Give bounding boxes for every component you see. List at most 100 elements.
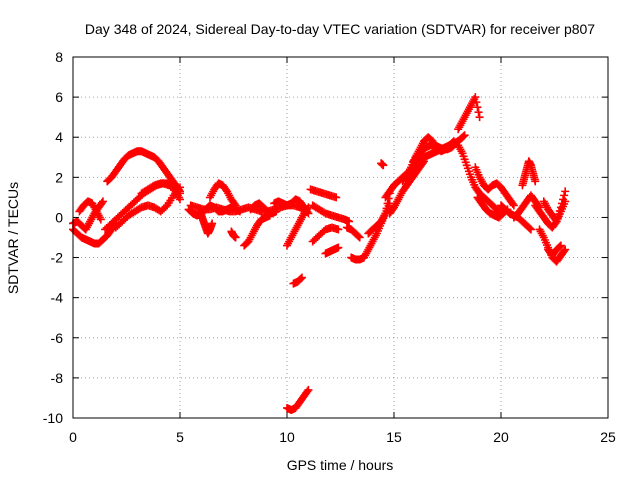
y-tick-label: -10: [43, 410, 63, 426]
grid-lines: [73, 57, 608, 418]
series-arc-s: [283, 385, 313, 414]
series-arc-r: [289, 273, 306, 288]
axis-ticks: 0 5 10 15 20 25 -10 -8 -6 -4 -2 0 2 4 6 8: [43, 49, 616, 445]
y-tick-label: -6: [51, 330, 64, 346]
series-arc-k: [205, 179, 240, 210]
series-arc-h: [167, 175, 184, 196]
data-point: [557, 199, 566, 208]
data-point: [272, 207, 281, 216]
data-point: [383, 199, 392, 208]
y-tick-label: -4: [51, 290, 64, 306]
data-point: [208, 219, 217, 228]
series-arc-f: [111, 183, 184, 232]
series-arc-ag: [454, 141, 505, 218]
data-point: [475, 113, 484, 122]
chart-title: Day 348 of 2024, Sidereal Day-to-day VTE…: [85, 21, 595, 37]
series-arc-aa: [377, 159, 388, 170]
data-point: [561, 187, 570, 196]
x-tick-label: 15: [386, 429, 402, 445]
data-point: [303, 204, 312, 213]
data-point: [471, 93, 480, 102]
x-tick-label: 25: [600, 429, 616, 445]
data-point: [509, 201, 518, 210]
series-arc-z: [364, 189, 394, 238]
data-point: [474, 108, 483, 117]
data-point: [345, 217, 354, 226]
data-point: [355, 233, 364, 242]
data-point: [555, 206, 564, 215]
x-tick-label: 10: [279, 429, 295, 445]
data-point: [556, 241, 565, 250]
data-point: [97, 198, 106, 207]
data-point: [559, 195, 568, 204]
x-tick-label: 5: [176, 429, 184, 445]
series-arc-ae: [409, 131, 469, 166]
data-point: [334, 225, 343, 234]
data-point: [552, 217, 561, 226]
y-tick-label: 4: [55, 129, 63, 145]
data-point: [235, 207, 244, 216]
data-point: [174, 185, 183, 194]
data-point: [418, 158, 427, 167]
series-arc-o: [246, 199, 281, 218]
plot-frame: [72, 56, 609, 419]
y-tick-label: 2: [55, 169, 63, 185]
series-arc-b: [69, 197, 107, 234]
data-point: [556, 203, 565, 212]
data-point: [508, 199, 517, 208]
series-arc-x: [342, 223, 364, 242]
data-point: [231, 201, 240, 210]
data-point: [98, 197, 107, 206]
data-point: [555, 242, 564, 251]
data-point: [472, 98, 481, 107]
data-point: [531, 177, 540, 186]
data-point: [176, 187, 184, 196]
series-arc-c: [75, 197, 105, 224]
data-point: [419, 157, 428, 166]
y-tick-label: 0: [55, 209, 63, 225]
data-point: [296, 274, 305, 283]
series-arc-ap: [544, 241, 565, 260]
data-point: [526, 225, 535, 234]
data-point: [231, 233, 240, 242]
series-arc-v: [308, 223, 343, 246]
y-tick-label: 6: [55, 89, 63, 105]
data-point: [525, 224, 534, 233]
series-arc-ac: [385, 157, 428, 218]
data-point: [332, 193, 341, 202]
y-tick-label: -2: [51, 250, 64, 266]
series-arc-t: [306, 185, 341, 202]
series-arc-m: [227, 227, 240, 242]
x-tick-label: 20: [493, 429, 509, 445]
series-arc-u: [308, 201, 354, 226]
data-point: [297, 273, 306, 282]
y-tick-label: 8: [55, 49, 63, 65]
data-point: [553, 213, 562, 222]
data-point: [303, 387, 312, 396]
data-point: [354, 232, 363, 241]
y-tick-label: -8: [51, 370, 64, 386]
data-point: [230, 199, 239, 208]
series-arc-l: [197, 211, 217, 238]
series-arc-ao: [539, 187, 570, 226]
data-point: [379, 161, 388, 170]
data-point: [561, 245, 570, 254]
series-arc-ah: [471, 163, 518, 210]
series-arc-q: [283, 203, 313, 250]
data-point: [96, 215, 105, 224]
data-series: [69, 93, 570, 414]
data-point: [460, 131, 469, 140]
series-arc-w: [321, 243, 343, 258]
data-point: [161, 202, 170, 211]
series-arc-n: [240, 211, 274, 250]
data-point: [459, 132, 468, 141]
data-point: [176, 195, 184, 204]
data-point: [334, 243, 343, 252]
series-arc-p: [270, 195, 313, 218]
data-point: [554, 210, 563, 219]
series-arc-af: [454, 93, 484, 134]
series-arc-ai: [473, 193, 512, 222]
data-point: [560, 247, 569, 256]
data-point: [560, 191, 569, 200]
